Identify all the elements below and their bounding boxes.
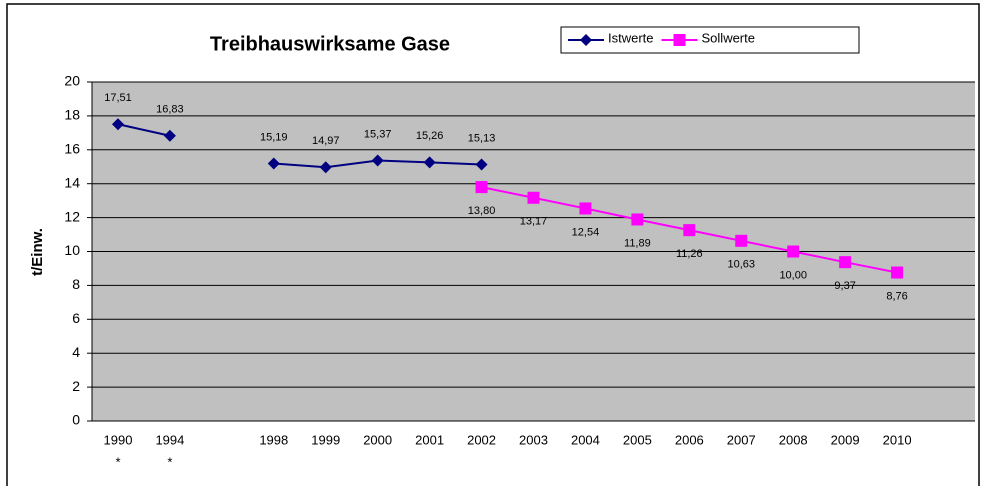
y-tick-label: 16 bbox=[64, 141, 80, 157]
legend-marker bbox=[580, 34, 592, 46]
data-label: 9,37 bbox=[834, 280, 855, 292]
data-point bbox=[839, 256, 852, 269]
legend-label: Sollwerte bbox=[702, 30, 755, 45]
x-tick-label: 2005 bbox=[623, 432, 652, 447]
data-point bbox=[579, 202, 592, 215]
data-label: 12,54 bbox=[572, 226, 600, 238]
y-tick-label: 20 bbox=[64, 73, 80, 89]
y-tick-label: 0 bbox=[72, 412, 80, 428]
x-tick-note: * bbox=[115, 454, 120, 469]
y-tick-label: 4 bbox=[72, 344, 80, 360]
data-label: 11,26 bbox=[676, 248, 703, 260]
x-tick-label: 1998 bbox=[259, 432, 288, 447]
y-tick-label: 12 bbox=[64, 208, 80, 224]
y-tick-label: 6 bbox=[72, 310, 80, 326]
x-tick-label: 1999 bbox=[311, 432, 340, 447]
x-tick-label: 1990 bbox=[104, 432, 133, 447]
data-point bbox=[475, 181, 488, 194]
x-tick-label: 2010 bbox=[883, 432, 912, 447]
y-tick-label: 14 bbox=[64, 174, 80, 190]
data-label: 8,76 bbox=[886, 290, 907, 302]
x-tick-label: 2008 bbox=[779, 432, 808, 447]
data-point bbox=[527, 191, 540, 204]
y-axis-label: t/Einw. bbox=[29, 228, 46, 276]
y-tick-label: 10 bbox=[64, 242, 80, 258]
x-tick-label: 2006 bbox=[675, 432, 704, 447]
data-point bbox=[267, 157, 280, 170]
chart-title: Treibhauswirksame Gase bbox=[210, 33, 450, 55]
x-tick-label: 2003 bbox=[519, 432, 548, 447]
y-tick-label: 2 bbox=[72, 378, 80, 394]
data-label: 15,26 bbox=[416, 130, 444, 142]
data-label: 13,17 bbox=[520, 216, 548, 228]
x-tick-note: * bbox=[167, 454, 172, 469]
data-label: 15,19 bbox=[260, 131, 288, 143]
legend-box bbox=[560, 26, 860, 54]
data-label: 15,37 bbox=[364, 128, 392, 140]
data-label: 14,97 bbox=[312, 135, 340, 147]
x-tick-label: 2004 bbox=[571, 432, 600, 447]
data-point bbox=[475, 158, 488, 171]
data-label: 15,13 bbox=[468, 132, 496, 144]
x-tick-label: 1994 bbox=[155, 432, 184, 447]
data-point bbox=[319, 161, 332, 174]
data-label: 13,80 bbox=[468, 205, 496, 217]
data-point bbox=[371, 154, 384, 167]
legend-marker bbox=[673, 34, 686, 46]
data-point bbox=[683, 224, 696, 237]
data-point bbox=[891, 266, 904, 279]
x-tick-label: 2001 bbox=[415, 432, 444, 447]
data-label: 10,00 bbox=[779, 269, 807, 281]
data-point bbox=[111, 118, 124, 131]
data-label: 11,89 bbox=[624, 237, 651, 249]
y-tick-label: 18 bbox=[64, 107, 80, 123]
x-tick-label: 2009 bbox=[831, 432, 860, 447]
y-tick-label: 8 bbox=[72, 276, 80, 292]
data-label: 10,63 bbox=[727, 259, 755, 271]
data-point bbox=[423, 156, 436, 169]
data-point bbox=[735, 234, 748, 247]
x-tick-label: 2002 bbox=[467, 432, 496, 447]
legend-label: Istwerte bbox=[608, 30, 654, 45]
x-tick-label: 2000 bbox=[363, 432, 392, 447]
x-tick-label: 2007 bbox=[727, 432, 756, 447]
data-point bbox=[787, 245, 800, 258]
data-label: 16,83 bbox=[156, 104, 184, 116]
data-label: 17,51 bbox=[104, 92, 132, 104]
data-point bbox=[163, 129, 176, 142]
data-point bbox=[631, 213, 644, 226]
